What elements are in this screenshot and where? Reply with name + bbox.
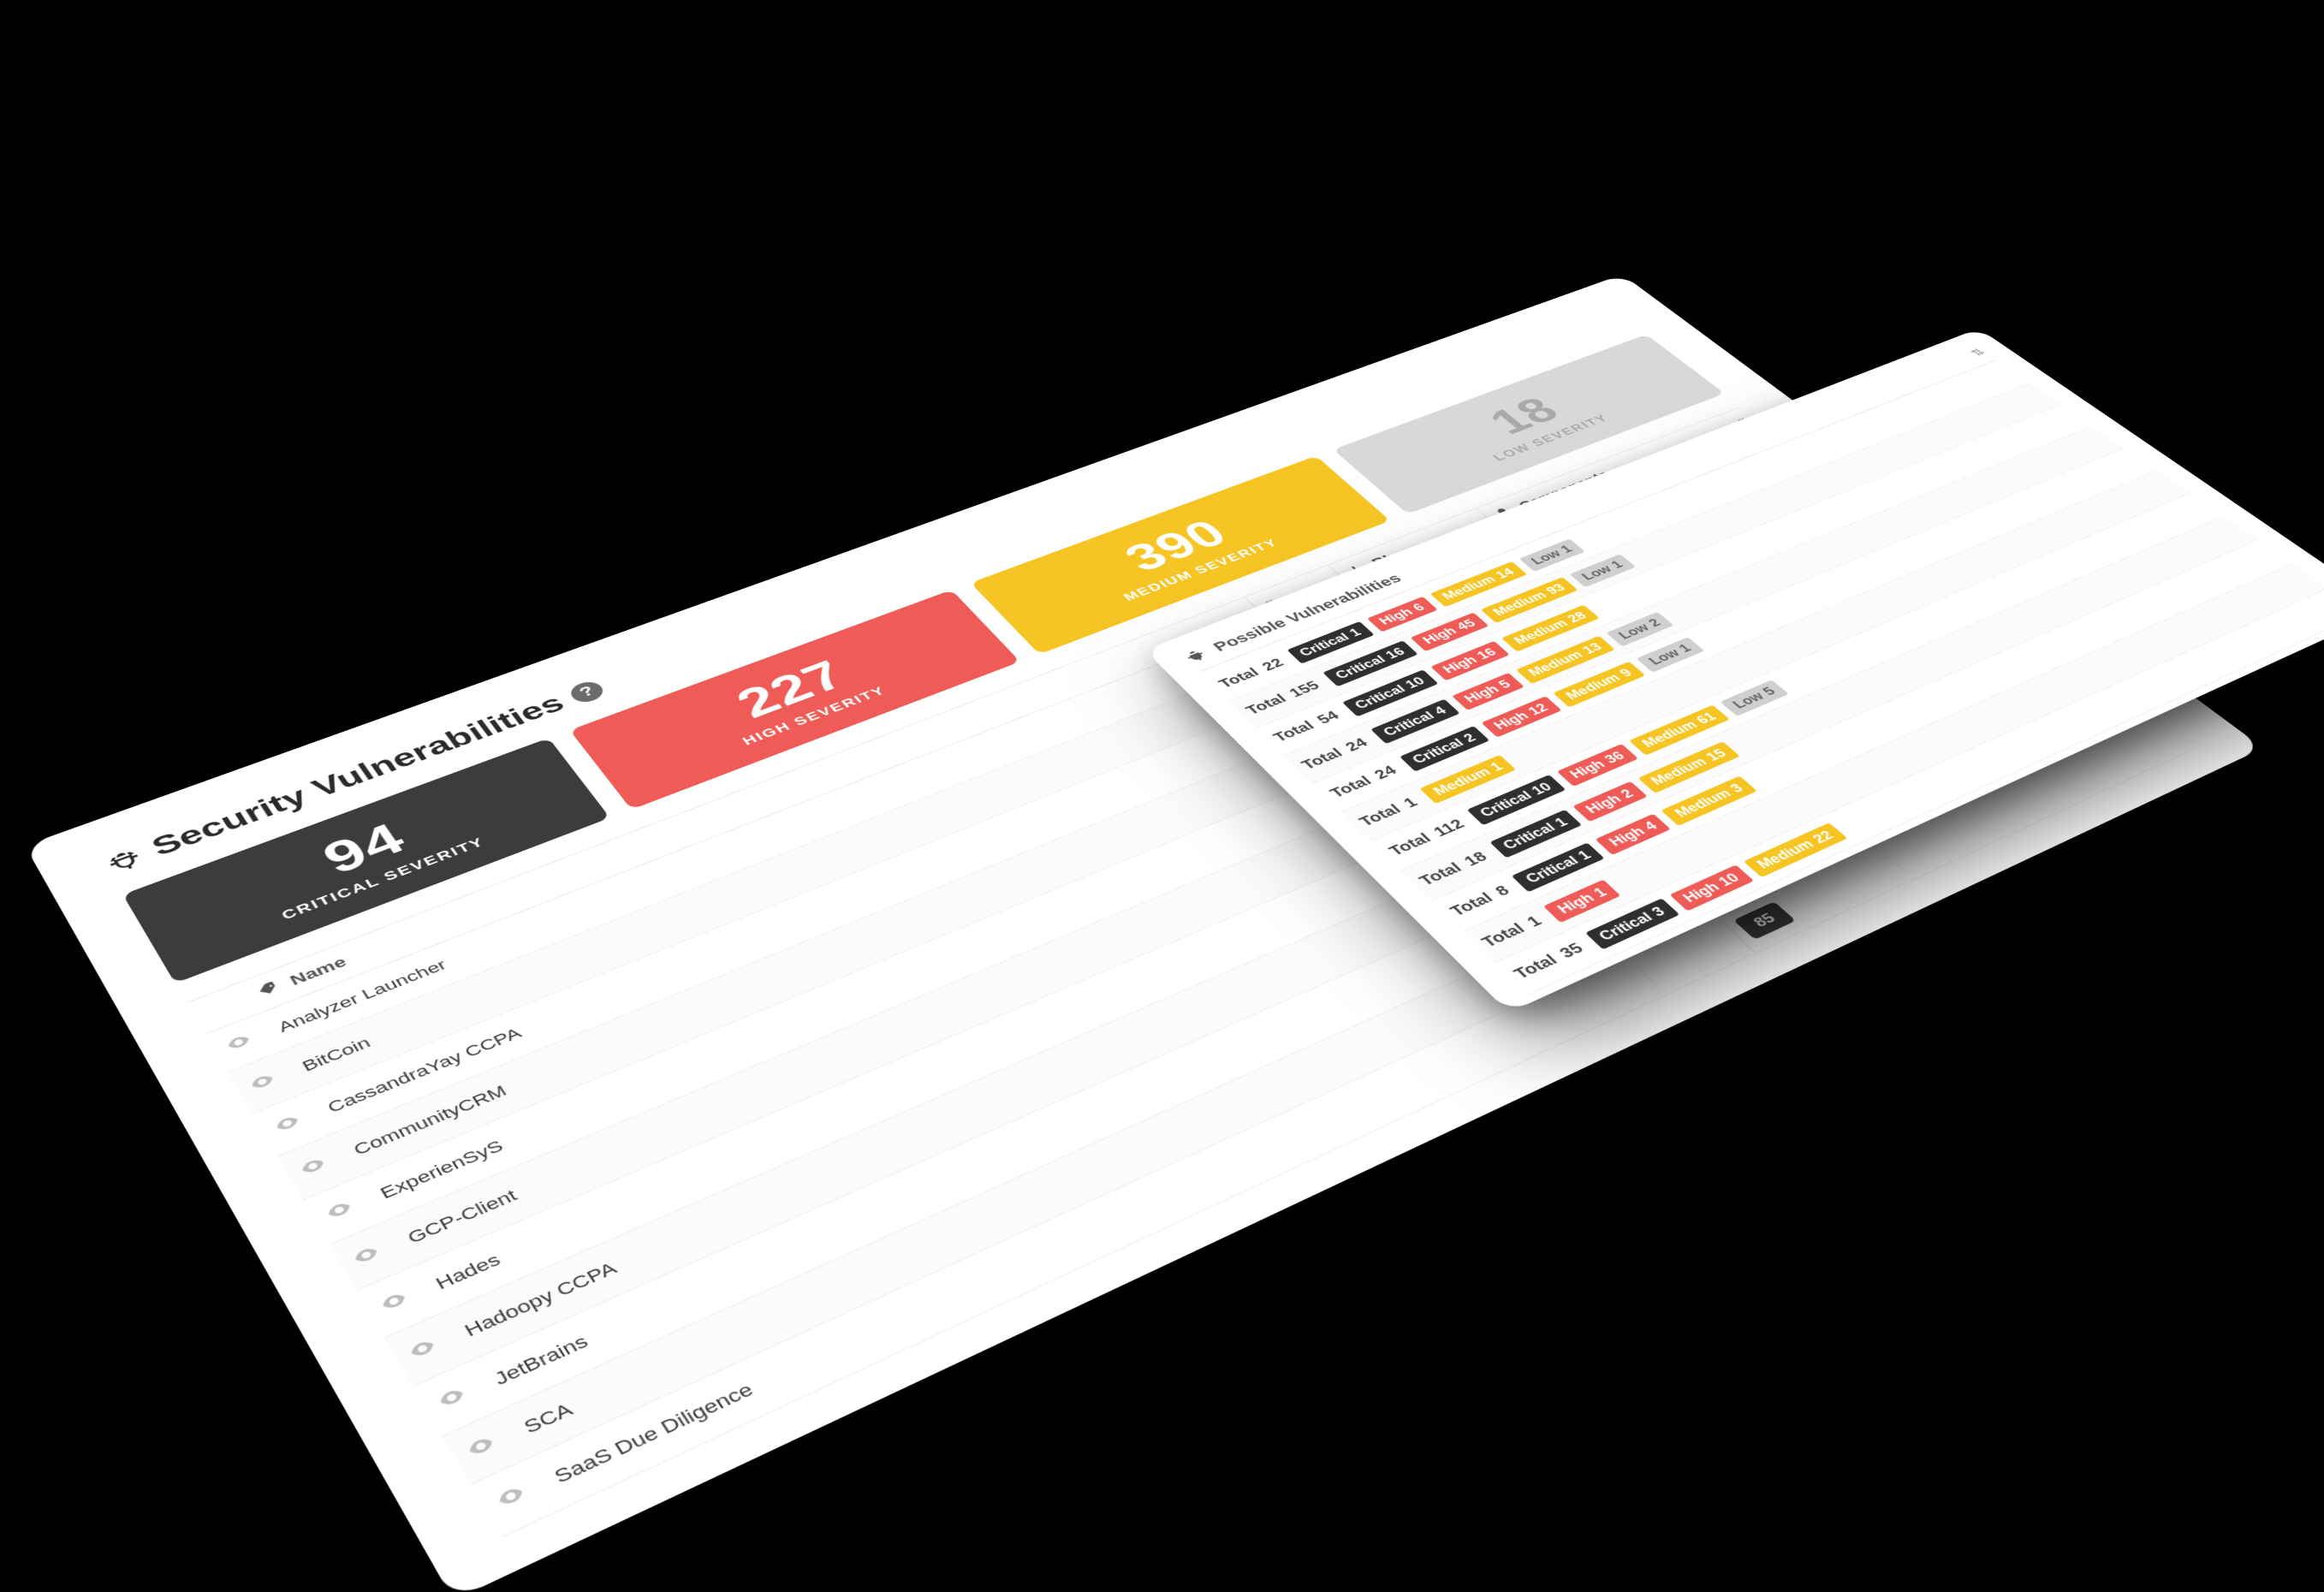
eye-icon (494, 1485, 532, 1517)
eye-icon (272, 1114, 306, 1140)
total-value: 8 (1491, 883, 1513, 900)
total-label: Total (1416, 860, 1466, 889)
total-label: Total (1510, 952, 1561, 983)
total-value: 24 (1370, 763, 1400, 782)
eye-icon (406, 1338, 443, 1367)
eye-icon (247, 1072, 281, 1097)
total-value: 1 (1400, 795, 1421, 811)
total-label: Total (1477, 921, 1529, 951)
total-value: 155 (1286, 679, 1323, 700)
bi-badge: 85 (1733, 901, 1795, 940)
total-value: 112 (1429, 817, 1468, 840)
eye-icon (464, 1435, 502, 1466)
total-label: Total (1215, 666, 1263, 691)
total-label: Total (1356, 802, 1405, 829)
total-value: 24 (1342, 736, 1371, 755)
help-icon[interactable]: ? (566, 679, 608, 706)
total-value: 18 (1460, 849, 1491, 870)
total-label: Total (1447, 890, 1497, 919)
tag-icon (253, 977, 286, 1001)
total-label: Total (1327, 774, 1376, 801)
total-label: Total (1242, 692, 1289, 718)
eye-icon (324, 1200, 359, 1227)
bug-icon (1180, 645, 1212, 666)
eye-icon (435, 1387, 472, 1417)
eye-icon (350, 1245, 385, 1273)
bug-icon (99, 844, 147, 877)
total-label: Total (1270, 719, 1318, 746)
total-value: 35 (1555, 941, 1587, 962)
total-value: 1 (1523, 913, 1545, 930)
eye-icon (223, 1034, 256, 1058)
eye-icon (377, 1291, 413, 1319)
total-value: 22 (1258, 656, 1287, 674)
eye-icon (297, 1156, 331, 1182)
total-value: 54 (1314, 709, 1343, 728)
total-label: Total (1298, 746, 1346, 773)
total-label: Total (1385, 831, 1435, 859)
sort-icon (1965, 345, 1989, 359)
